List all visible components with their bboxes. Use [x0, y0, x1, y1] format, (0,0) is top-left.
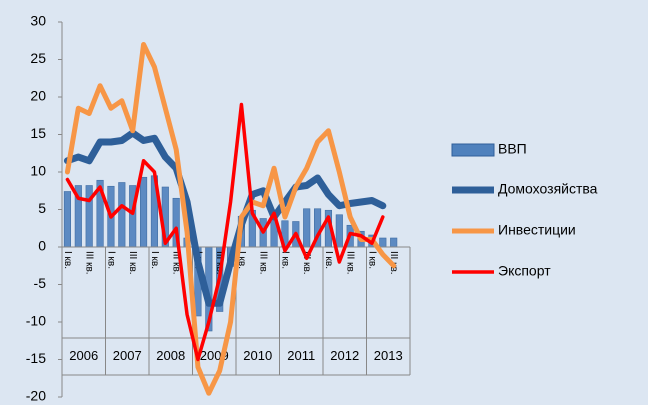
y-tick-label: -15 [26, 350, 46, 366]
x-tick-label: I кв. [62, 251, 73, 269]
x-tick-label: III кв. [301, 251, 312, 275]
y-tick-label: -20 [26, 388, 46, 404]
x-tick-label: III кв. [127, 251, 138, 275]
x-tick-label: III кв. [84, 251, 95, 275]
y-tick-label: 30 [30, 13, 46, 29]
legend-swatch [451, 143, 495, 157]
year-label: 2012 [330, 348, 359, 363]
bar [140, 176, 148, 248]
y-tick-label: 20 [30, 88, 46, 104]
x-tick-label: III кв. [345, 251, 356, 275]
line [63, 129, 387, 307]
bar [303, 208, 311, 248]
year-label: 2006 [69, 348, 98, 363]
bar [63, 191, 72, 248]
bar [390, 237, 398, 248]
x-tick-label: III кв. [214, 251, 225, 275]
y-tick-label: 10 [30, 163, 46, 179]
year-label: 2011 [287, 348, 315, 363]
x-tick-label: III кв. [171, 251, 182, 275]
year-label: 2007 [113, 348, 142, 363]
x-tick-label: I кв. [105, 251, 116, 269]
bar [118, 182, 126, 248]
year-label: 2008 [156, 348, 185, 363]
x-tick-label: I кв. [366, 251, 377, 269]
y-tick-label: 25 [30, 50, 46, 66]
bar [379, 237, 387, 248]
legend-label: Экспорт [498, 263, 551, 279]
legend-label: Инвестиции [498, 222, 576, 238]
year-label: 2010 [243, 348, 272, 363]
y-tick-label: 0 [38, 238, 46, 254]
bar [85, 185, 93, 248]
year-label: 2013 [374, 348, 403, 363]
legend-label: Домохозяйства [498, 181, 598, 197]
x-tick-label: I кв. [323, 251, 334, 269]
y-tick-label: 5 [38, 200, 46, 216]
bar [335, 214, 343, 248]
line [64, 42, 397, 396]
x-tick-label: I кв. [236, 251, 247, 269]
x-tick-label: III кв. [258, 251, 269, 275]
x-tick-label: I кв. [149, 251, 160, 269]
x-tick-label: I кв. [279, 251, 290, 269]
line [65, 102, 385, 362]
y-tick-label: -10 [26, 313, 46, 329]
legend-label: ВВП [498, 141, 527, 157]
y-tick-label: -5 [34, 275, 47, 291]
y-tick-label: 15 [30, 125, 46, 141]
